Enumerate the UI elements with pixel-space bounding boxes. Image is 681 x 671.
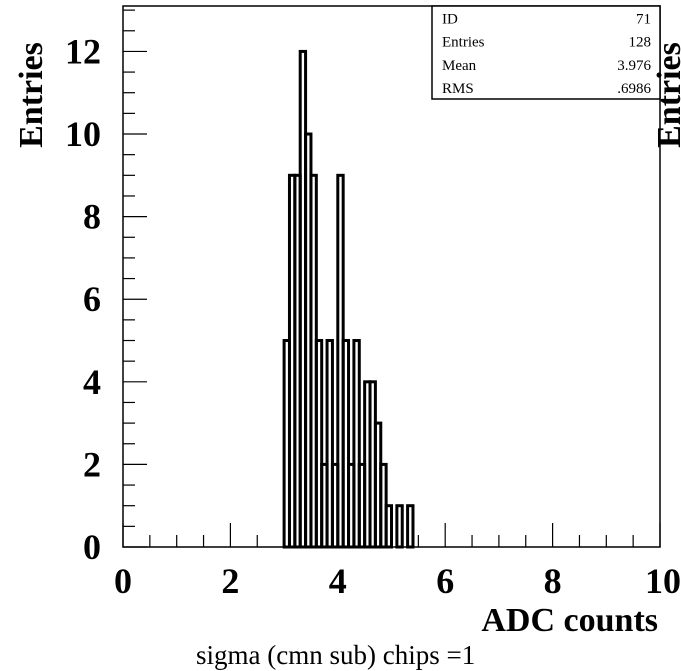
x-tick-label: 4: [329, 561, 347, 601]
stats-label: RMS: [442, 81, 474, 97]
histogram-bins: [282, 49, 415, 549]
stats-label: Entries: [442, 35, 485, 51]
stats-value: 128: [629, 35, 652, 51]
x-tick-label: 2: [221, 561, 239, 601]
histogram-bin: [395, 504, 404, 549]
histogram-bin: [314, 339, 324, 549]
y-axis-title: Entries: [13, 42, 50, 148]
stats-box: ID 71 Entries 128 Mean 3.976 RMS .6986: [431, 5, 661, 100]
histogram-bin: [406, 504, 415, 549]
stats-box-border: [431, 5, 661, 100]
y-axis-ticks: [123, 9, 147, 548]
histogram-bin: [325, 339, 334, 549]
histogram-bin: [341, 339, 351, 549]
y-tick-label: 8: [83, 197, 101, 237]
caption: sigma (cmn sub) chips =1: [196, 640, 475, 670]
y-tick-label: 0: [83, 527, 101, 567]
x-tick-label: 8: [544, 561, 562, 601]
x-tick-label: 0: [114, 561, 132, 601]
x-tick-label: 6: [436, 561, 454, 601]
histogram-bin: [352, 339, 361, 549]
stats-value: 71: [636, 11, 651, 27]
stats-value: 3.976: [617, 58, 651, 74]
y-tick-label: 4: [83, 362, 101, 402]
stats-label: ID: [442, 11, 458, 27]
x-axis-tick-labels: 0 2 4 6 8 10: [114, 561, 681, 601]
x-axis-title: ADC counts: [481, 602, 658, 639]
neighbor-y-axis-title: Entries: [651, 42, 681, 148]
y-tick-label: 10: [65, 114, 101, 154]
x-tick-label: 10: [645, 561, 681, 601]
y-axis-tick-labels: 0 2 4 6 8 10 12: [65, 31, 101, 567]
stats-value: .6986: [617, 81, 651, 97]
y-tick-label: 2: [83, 444, 101, 484]
stats-label: Mean: [442, 58, 477, 74]
y-tick-label: 12: [65, 31, 101, 71]
y-tick-label: 6: [83, 279, 101, 319]
histogram-bin: [384, 504, 394, 549]
